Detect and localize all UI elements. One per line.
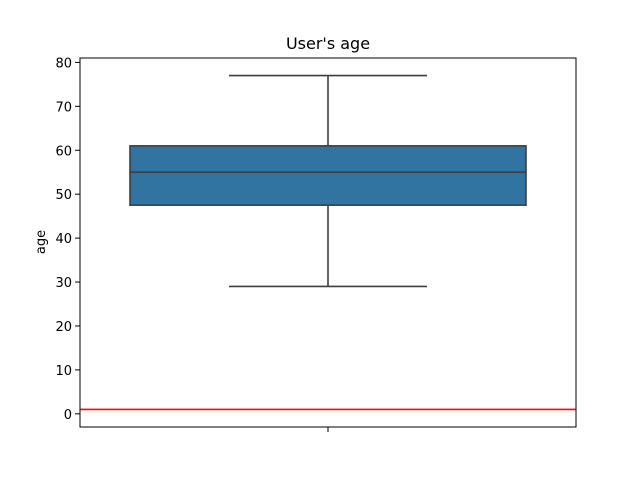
- y-axis-label: age: [34, 230, 49, 254]
- chart-title: User's age: [286, 34, 370, 53]
- y-tick-label: 60: [55, 144, 72, 159]
- y-tick-label: 50: [55, 188, 72, 203]
- y-tick-label: 10: [55, 364, 72, 379]
- y-tick-label: 70: [55, 100, 72, 115]
- box-iqr: [129, 145, 527, 206]
- y-tick-label: 30: [55, 276, 72, 291]
- y-tick-label: 40: [55, 232, 72, 247]
- y-tick-label: 80: [55, 56, 72, 71]
- plot-area: 0 10 20 30 40 50 60 70 80: [55, 56, 577, 432]
- y-tick-label: 0: [64, 408, 72, 423]
- y-tick-label: 20: [55, 320, 72, 335]
